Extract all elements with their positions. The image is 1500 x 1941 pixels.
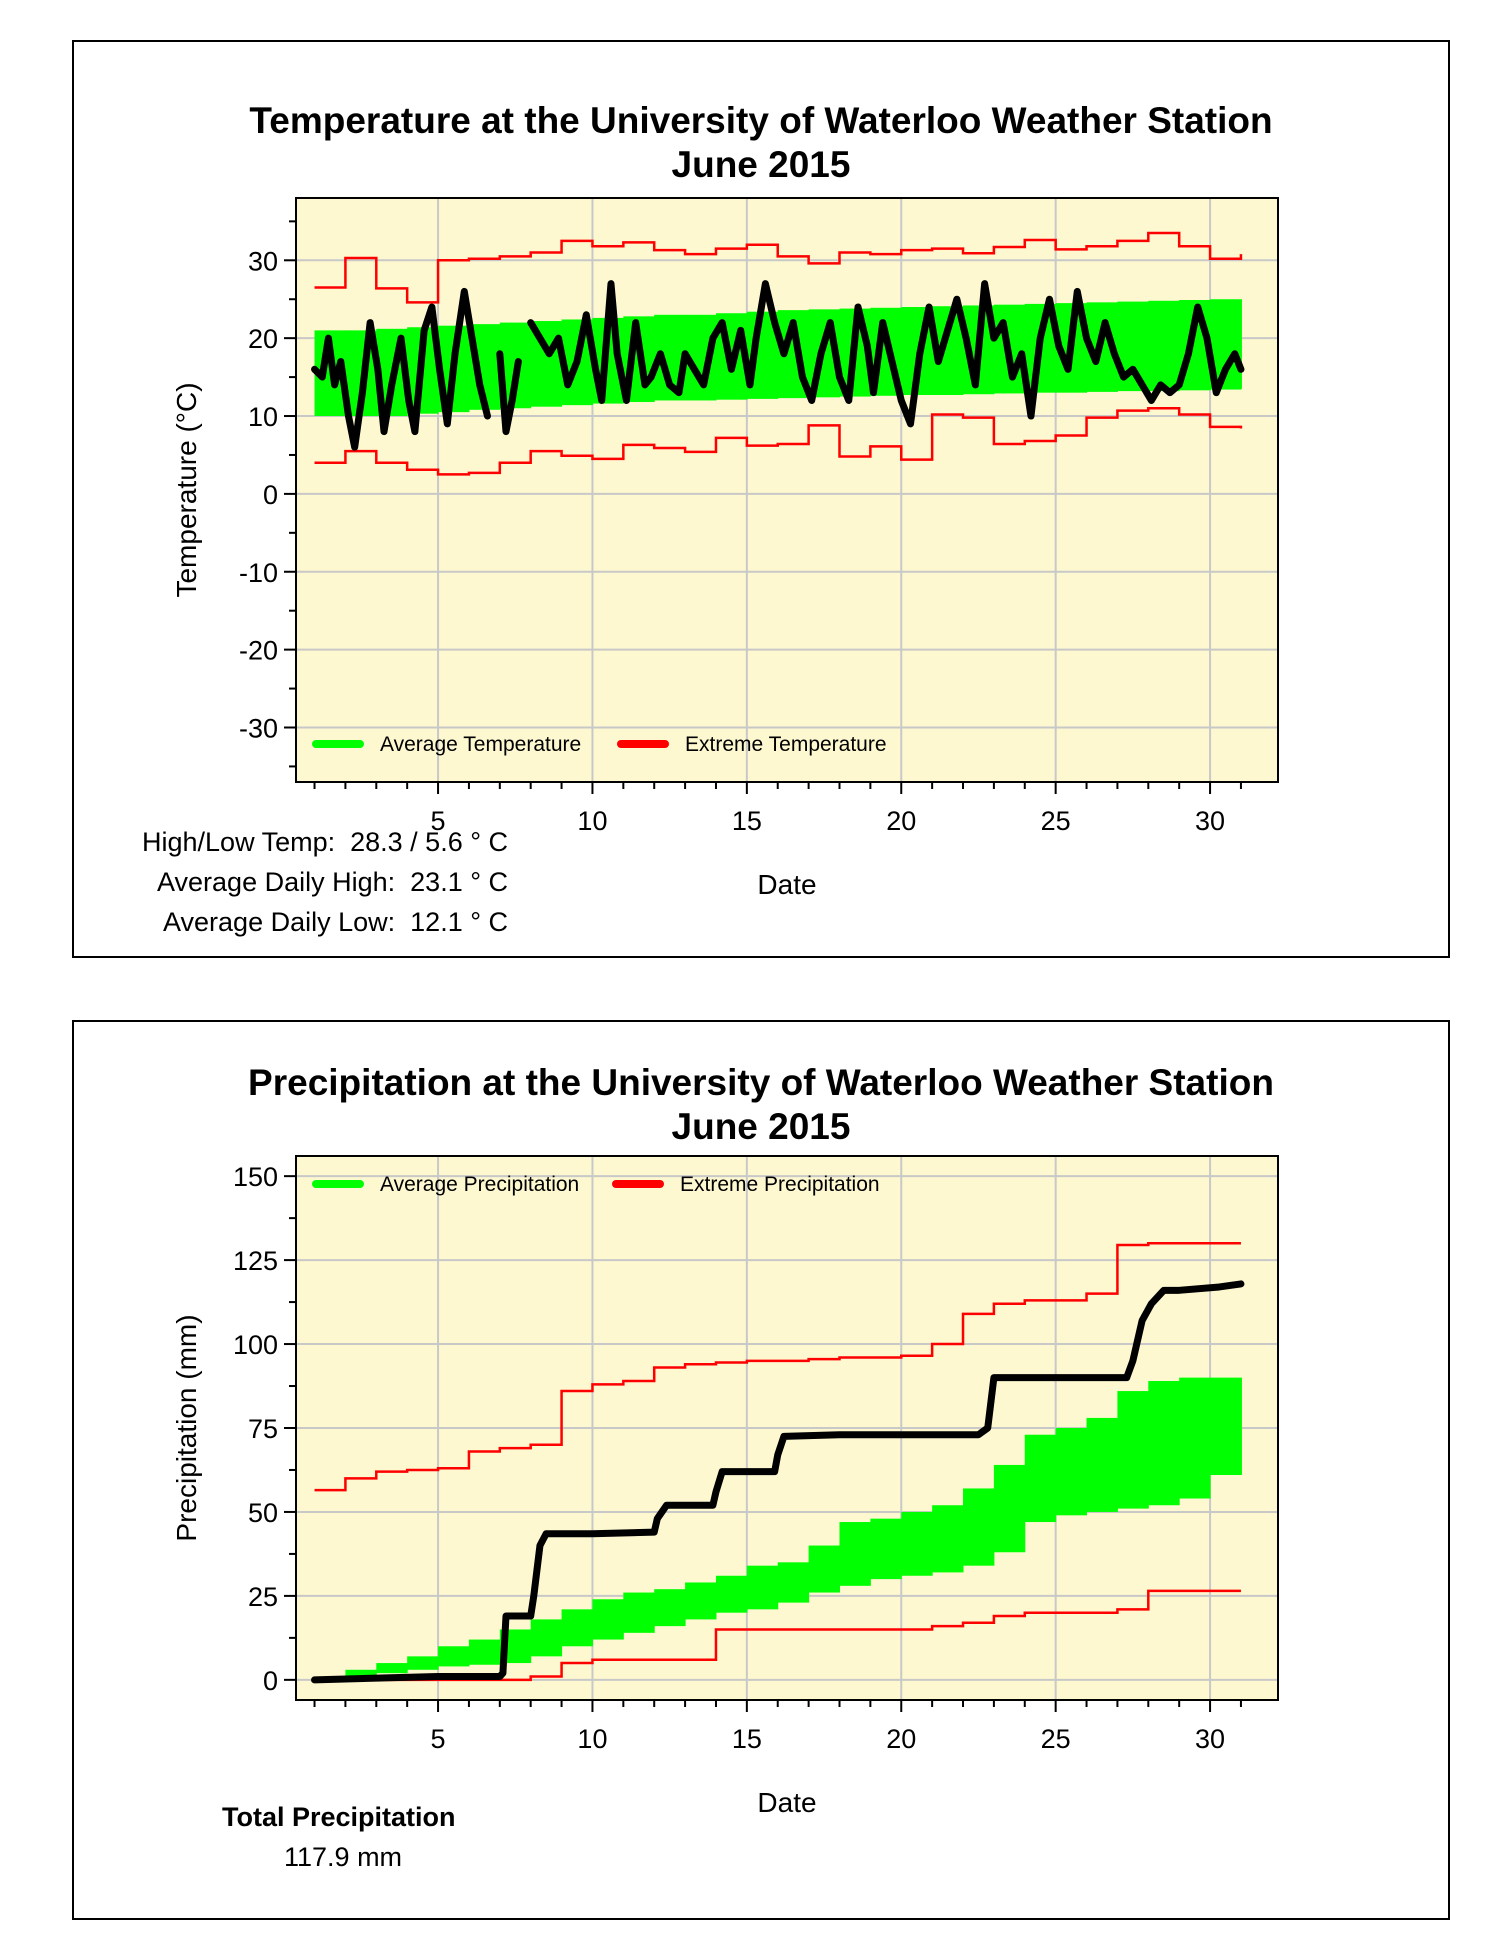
precipitation-y-tick-label: 125: [233, 1246, 278, 1276]
temperature-extreme-min-line: [314, 406, 1243, 476]
stat-avg-high-label: Average Daily High:: [157, 867, 396, 897]
temperature-y-tick-label: -20: [239, 636, 278, 666]
temperature-legend-average-label: Average Temperature: [380, 733, 581, 756]
temperature-x-tick-label: 30: [1195, 806, 1225, 836]
precipitation-x-tick-label: 10: [577, 1724, 607, 1754]
precipitation-average-band-segment: [530, 1619, 563, 1657]
stat-high-low-label: High/Low Temp:: [142, 827, 336, 857]
precipitation-legend-extreme-label: Extreme Precipitation: [680, 1173, 880, 1196]
stat-high-low: High/Low Temp: 28.3 / 5.6 ° C: [142, 822, 508, 862]
temperature-x-axis-title: Date: [757, 869, 816, 900]
precipitation-average-band-segment: [932, 1505, 964, 1573]
precipitation-average-band-segment: [1117, 1391, 1149, 1509]
precipitation-x-tick-label: 15: [732, 1724, 762, 1754]
temperature-chart: 5 10 15 20 25 30 -30 -20 -10 0 10 20 30 Date Temperatu…: [171, 197, 1279, 900]
precipitation-average-band-segment: [468, 1639, 501, 1665]
temperature-y-tick-label: 0: [263, 480, 278, 510]
precipitation-average-band-segment: [623, 1592, 655, 1633]
temperature-stats: High/Low Temp: 28.3 / 5.6 ° C Average Da…: [142, 822, 508, 942]
total-precipitation-value: 117.9 mm: [284, 1842, 403, 1872]
total-precipitation-label: Total Precipitation: [222, 1802, 456, 1832]
temperature-observed-line: [527, 280, 1245, 428]
precipitation-average-band-segment: [1148, 1380, 1180, 1506]
temperature-plot-area: [296, 198, 1278, 782]
precipitation-average-band-segment: [746, 1565, 779, 1610]
precipitation-title-line1: Precipitation at the University of Water…: [248, 1062, 1274, 1103]
temperature-y-tick-label: -30: [239, 713, 278, 743]
temperature-title-line2: June 2015: [671, 144, 851, 185]
temperature-x-tick-label: 10: [577, 806, 607, 836]
precipitation-average-band-segment: [685, 1582, 717, 1620]
precipitation-y-axis-title: Precipitation (mm): [171, 1314, 202, 1541]
temperature-average-band-segment: [1148, 300, 1180, 392]
precipitation-y-tick-label: 50: [248, 1498, 278, 1528]
precipitation-title-line2: June 2015: [671, 1106, 851, 1147]
temperature-observed-line: [496, 350, 522, 436]
precipitation-average-band-segment: [963, 1488, 995, 1566]
precipitation-y-tick-label: 75: [248, 1414, 278, 1444]
temperature-legend-extreme-label: Extreme Temperature: [685, 733, 887, 756]
precipitation-average-band-segment: [561, 1609, 593, 1647]
temperature-y-tick-label: -10: [239, 558, 278, 588]
precipitation-average-band-segment: [808, 1545, 840, 1593]
stat-avg-low-value: 12.1 ° C: [410, 907, 509, 937]
precipitation-extreme-max-line: [314, 1242, 1241, 1492]
precipitation-x-tick-label: 20: [886, 1724, 916, 1754]
precipitation-x-tick-label: 5: [431, 1724, 446, 1754]
precipitation-legend-average-label: Average Precipitation: [380, 1173, 579, 1196]
precipitation-average-band-segment: [715, 1575, 748, 1613]
stat-avg-low: Average Daily Low: 12.1 ° C: [142, 902, 508, 942]
precipitation-average-band-segment: [438, 1646, 470, 1667]
precipitation-average-band-segment: [777, 1562, 810, 1603]
stat-avg-low-label: Average Daily Low:: [163, 907, 396, 937]
precipitation-average-band-segment: [1240, 1377, 1242, 1476]
temperature-plot-frame: [295, 197, 1279, 783]
precipitation-average-band-segment: [1024, 1434, 1057, 1523]
precipitation-x-tick-label: 30: [1195, 1724, 1225, 1754]
temperature-y-tick-label: 10: [248, 402, 278, 432]
precipitation-extreme-min-line: [314, 1589, 1241, 1682]
temperature-title-line1: Temperature at the University of Waterlo…: [249, 100, 1273, 141]
stat-high-low-value: 28.3 / 5.6 ° C: [350, 827, 509, 857]
temperature-y-tick-label: 30: [248, 246, 278, 276]
temperature-x-tick-label: 5: [431, 806, 446, 836]
precipitation-average-band-segment: [654, 1589, 686, 1627]
temperature-x-tick-label: 15: [732, 806, 762, 836]
precipitation-y-tick-label: 100: [233, 1330, 278, 1360]
stat-avg-high-value: 23.1 ° C: [410, 867, 509, 897]
precipitation-y-tick-label: 25: [248, 1582, 278, 1612]
precipitation-average-band-segment: [1179, 1377, 1211, 1499]
temperature-extreme-max-line: [314, 231, 1243, 304]
precipitation-average-band-segment: [407, 1656, 439, 1670]
precipitation-x-axis-title: Date: [757, 1787, 816, 1818]
precipitation-average-band-segment: [1086, 1417, 1118, 1512]
precipitation-x-tick-label: 25: [1041, 1724, 1071, 1754]
stat-avg-high: Average Daily High: 23.1 ° C: [142, 862, 508, 902]
precipitation-y-tick-label: 0: [263, 1666, 278, 1696]
precipitation-average-band-segment: [901, 1511, 933, 1576]
temperature-observed-line: [311, 287, 491, 451]
precipitation-average-band-segment: [870, 1518, 902, 1580]
precipitation-average-band-segment: [993, 1464, 1026, 1553]
precipitation-observed-line: [311, 1280, 1245, 1684]
temperature-x-tick-label: 25: [1041, 806, 1071, 836]
precipitation-chart: 5 10 15 20 25 30 0 25 50 75 100 125 150 Date Precipita…: [171, 1155, 1279, 1818]
precipitation-average-band-segment: [345, 1669, 377, 1677]
temperature-panel: Temperature at the University of Waterlo…: [72, 40, 1450, 958]
precipitation-panel: Precipitation at the University of Water…: [72, 1020, 1450, 1920]
temperature-average-band-segment: [1240, 299, 1242, 389]
precipitation-average-band-segment: [839, 1522, 871, 1586]
precipitation-average-band-segment: [1210, 1377, 1242, 1476]
precipitation-y-tick-label: 150: [233, 1162, 278, 1192]
precipitation-average-band-segment: [1055, 1428, 1088, 1516]
precipitation-average-band-segment: [376, 1663, 408, 1674]
temperature-x-tick-label: 20: [886, 806, 916, 836]
temperature-y-tick-label: 20: [248, 324, 278, 354]
precipitation-average-band-segment: [592, 1599, 624, 1640]
temperature-y-axis-title: Temperature (°C): [171, 382, 202, 597]
